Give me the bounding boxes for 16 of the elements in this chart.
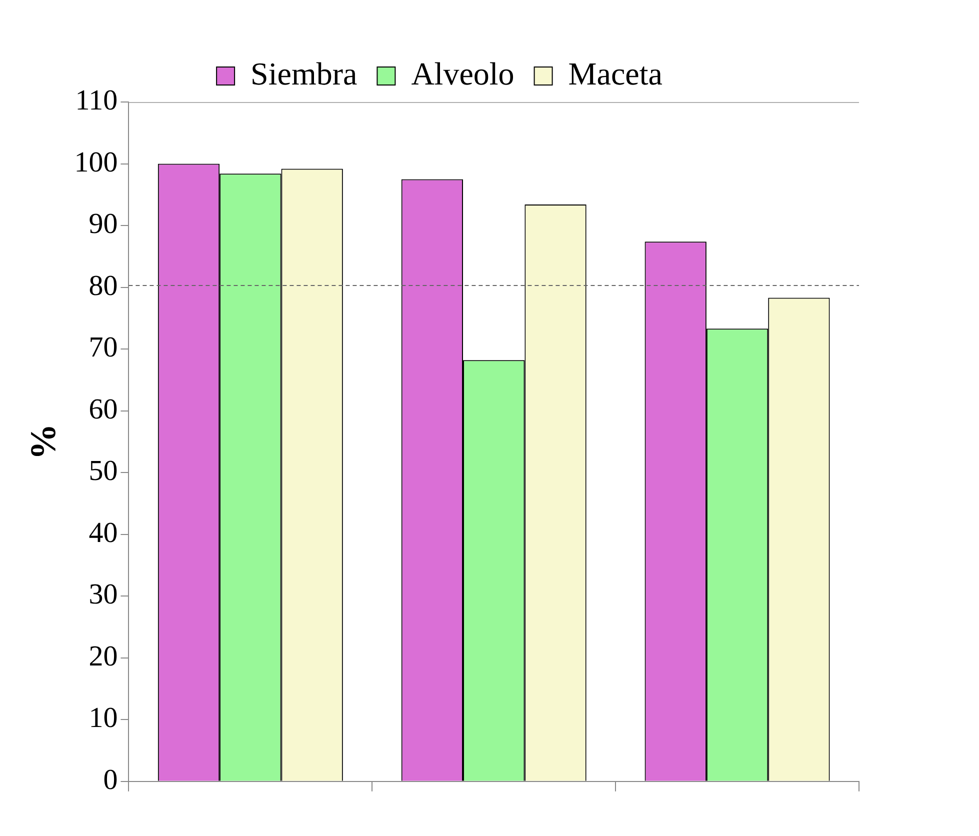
legend-label: Maceta: [568, 55, 662, 92]
y-tick-label: 50: [88, 455, 118, 488]
y-tick-label: 90: [88, 208, 118, 240]
y-tick-label: 40: [88, 516, 118, 549]
legend-label: Siembra: [250, 55, 358, 92]
y-tick-label: 110: [75, 84, 118, 117]
y-tick-label: 70: [88, 332, 118, 364]
y-tick-label: 100: [74, 146, 118, 178]
y-tick-label: 0: [103, 764, 118, 796]
y-tick-label: 20: [88, 640, 118, 672]
y-axis-title: %: [22, 424, 63, 460]
y-tick-label: 60: [88, 393, 118, 426]
legend-label: Alveolo: [411, 55, 514, 92]
y-tick-label: 80: [88, 270, 118, 302]
y-tick-label: 10: [88, 702, 118, 734]
y-tick-label: 30: [88, 578, 118, 611]
